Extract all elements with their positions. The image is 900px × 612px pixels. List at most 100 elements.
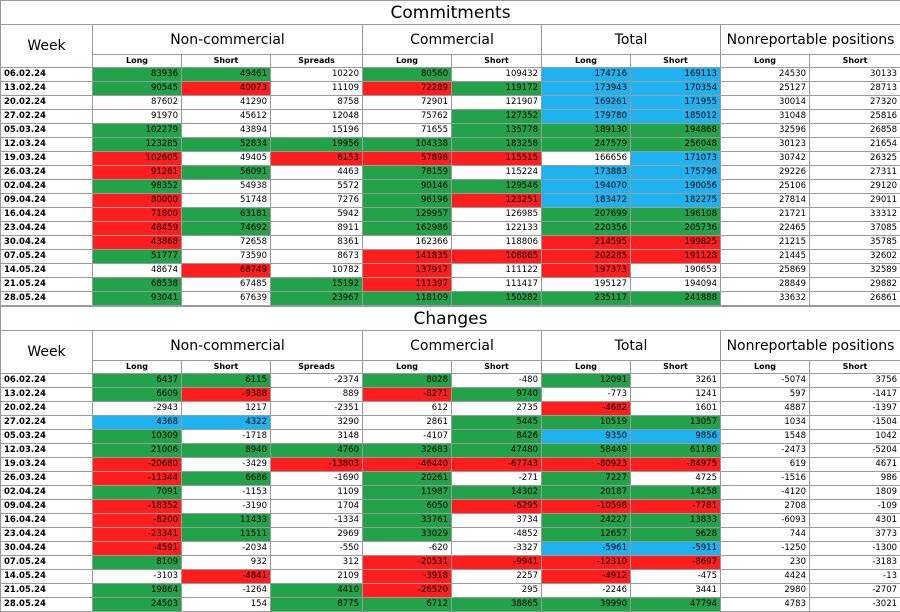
data-cell: -3183 <box>810 556 900 570</box>
data-cell: -9941 <box>452 556 542 570</box>
data-cell: 33632 <box>721 292 810 306</box>
data-cell: -18352 <box>93 500 182 514</box>
data-cell: 171073 <box>631 152 721 166</box>
data-cell: -11344 <box>93 472 182 486</box>
data-cell: 174716 <box>542 68 631 82</box>
data-cell: 28713 <box>810 82 900 96</box>
data-cell: -1300 <box>810 542 900 556</box>
data-cell: -7781 <box>631 500 721 514</box>
data-cell: 183472 <box>542 194 631 208</box>
data-cell: 1601 <box>631 402 721 416</box>
data-cell: 4671 <box>810 458 900 472</box>
data-cell: 49405 <box>182 152 271 166</box>
week-date: 26.03.24 <box>1 472 93 486</box>
data-cell: 20187 <box>542 486 631 500</box>
data-cell: -12310 <box>542 556 631 570</box>
data-cell: 4368 <box>93 416 182 430</box>
week-date: 02.04.24 <box>1 486 93 500</box>
nonreportable-header: Nonreportable positions <box>721 25 900 55</box>
data-cell: 3290 <box>271 416 363 430</box>
data-cell: 195127 <box>542 278 631 292</box>
data-cell: -271 <box>452 472 542 486</box>
data-cell: 30133 <box>810 68 900 82</box>
data-cell: 57898 <box>363 152 452 166</box>
data-cell: 58449 <box>542 444 631 458</box>
data-cell: -20680 <box>93 458 182 472</box>
data-cell: 127352 <box>452 110 542 124</box>
data-cell: 129957 <box>363 208 452 222</box>
data-cell: -23341 <box>93 528 182 542</box>
data-cell: 118109 <box>363 292 452 306</box>
data-cell: 37085 <box>810 222 900 236</box>
data-cell: 3734 <box>452 514 542 528</box>
data-cell: 619 <box>721 458 810 472</box>
data-cell: -1718 <box>182 430 271 444</box>
data-cell: -4591 <box>93 542 182 556</box>
week-date: 09.04.24 <box>1 194 93 208</box>
data-cell: 12091 <box>542 374 631 388</box>
data-cell: -1690 <box>271 472 363 486</box>
data-cell: 25869 <box>721 264 810 278</box>
data-cell: 32602 <box>810 250 900 264</box>
data-cell: 35785 <box>810 236 900 250</box>
data-cell: 11433 <box>182 514 271 528</box>
data-cell: -67743 <box>452 458 542 472</box>
week-date: 16.04.24 <box>1 208 93 222</box>
data-cell: 5572 <box>271 180 363 194</box>
data-cell: -1264 <box>182 584 271 598</box>
data-cell: 21654 <box>810 138 900 152</box>
data-cell: 12048 <box>271 110 363 124</box>
data-cell: 150282 <box>452 292 542 306</box>
data-cell: 141835 <box>363 250 452 264</box>
data-cell: 14258 <box>631 486 721 500</box>
data-cell: 1704 <box>271 500 363 514</box>
data-cell: 4463 <box>271 166 363 180</box>
data-cell: 6050 <box>363 500 452 514</box>
data-cell: 11511 <box>182 528 271 542</box>
data-cell: 72901 <box>363 96 452 110</box>
data-cell: 9628 <box>631 528 721 542</box>
data-cell: 166656 <box>542 152 631 166</box>
data-cell: 111417 <box>452 278 542 292</box>
data-cell: -8271 <box>363 388 452 402</box>
data-cell: 72658 <box>182 236 271 250</box>
data-cell: 51777 <box>93 250 182 264</box>
data-cell: 2861 <box>363 416 452 430</box>
week-date: 30.04.24 <box>1 542 93 556</box>
commercial-header: Commercial <box>363 25 542 55</box>
data-cell: 7091 <box>93 486 182 500</box>
data-cell: 6609 <box>93 388 182 402</box>
data-cell: 10309 <box>93 430 182 444</box>
data-cell: 19864 <box>93 584 182 598</box>
data-cell: 78159 <box>363 166 452 180</box>
data-cell: -5961 <box>542 542 631 556</box>
data-cell: 171955 <box>631 96 721 110</box>
data-cell: 6437 <box>93 374 182 388</box>
data-cell: 8361 <box>271 236 363 250</box>
data-cell: 33029 <box>363 528 452 542</box>
data-cell: 24530 <box>721 68 810 82</box>
week-date: 28.05.24 <box>1 292 93 306</box>
data-cell: 2969 <box>271 528 363 542</box>
data-cell: -4912 <box>542 570 631 584</box>
data-cell: 932 <box>182 556 271 570</box>
column-header-short: Short <box>631 55 721 68</box>
column-header-long: Long <box>721 361 810 374</box>
column-header-long: Long <box>363 55 452 68</box>
table-row: 30.04.24-4591-2034-550-620-3327-5961-591… <box>1 542 900 556</box>
data-cell: 194070 <box>542 180 631 194</box>
data-cell: 7227 <box>542 472 631 486</box>
